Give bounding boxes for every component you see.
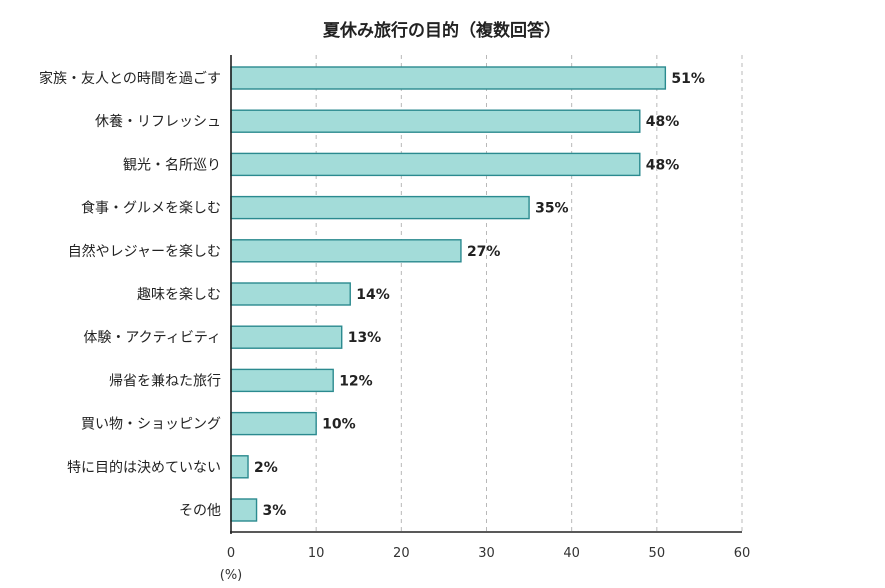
data-label: 51% (671, 71, 705, 87)
data-label: 12% (339, 373, 373, 389)
bar (230, 455, 249, 479)
x-tick-label: 30 (478, 546, 495, 561)
data-label: 3% (263, 503, 287, 519)
category-label: 買い物・ショッピング (81, 417, 221, 433)
category-label: 趣味を楽しむ (137, 287, 221, 303)
category-label: 家族・友人との時間を過ごす (39, 70, 221, 87)
category-label: 帰省を兼ねた旅行 (109, 372, 221, 389)
bar (230, 66, 667, 90)
chart-title: 夏休み旅行の目的（複数回答） (323, 20, 561, 41)
data-label: 35% (535, 201, 569, 217)
data-label: 13% (348, 330, 382, 346)
labels: 0 10 20 30 40 50 60 家族・友人との時間を過ごす 51% 休養・リフレッシュ 48… (39, 70, 750, 561)
x-axis-unit-label: (%) (220, 568, 243, 583)
x-tick-label: 50 (649, 546, 666, 561)
category-label: 特に目的は決めていない (67, 460, 221, 476)
bar (230, 368, 334, 393)
data-label: 10% (322, 417, 356, 433)
axes (230, 55, 742, 534)
data-label: 2% (254, 460, 278, 476)
bar (230, 195, 530, 220)
bar (230, 109, 641, 133)
data-label: 14% (356, 287, 390, 303)
bar (230, 411, 317, 436)
x-tick-label: 60 (734, 546, 751, 561)
category-label: 食事・グルメを楽しむ (81, 200, 221, 217)
bar (230, 152, 641, 177)
category-label: 体験・アクティビティ (83, 330, 221, 346)
x-tick-label: 40 (563, 546, 580, 561)
bar (230, 282, 351, 306)
bar (230, 498, 258, 522)
bar (230, 239, 462, 263)
category-label: 自然やレジャーを楽しむ (68, 243, 221, 260)
category-label: 観光・名所巡り (123, 156, 221, 173)
category-label: その他 (179, 503, 221, 519)
bar (230, 325, 343, 349)
x-tick-label: 20 (393, 546, 410, 561)
data-label: 48% (646, 157, 680, 173)
data-label: 48% (646, 114, 680, 130)
x-tick-label: 0 (227, 546, 235, 561)
bars (230, 66, 667, 522)
category-label: 休養・リフレッシュ (95, 113, 221, 130)
data-label: 27% (467, 244, 501, 260)
x-tick-label: 10 (308, 546, 325, 561)
